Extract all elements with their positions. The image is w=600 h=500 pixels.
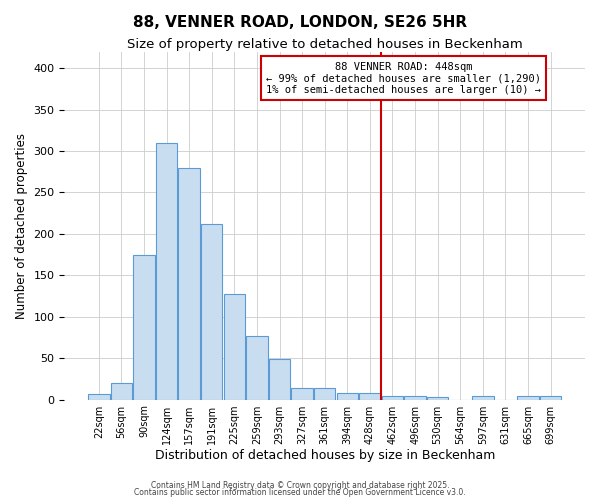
Bar: [359, 393, 380, 400]
Bar: [110, 383, 132, 400]
Text: Contains public sector information licensed under the Open Government Licence v3: Contains public sector information licen…: [134, 488, 466, 497]
Bar: [404, 396, 426, 400]
Y-axis label: Number of detached properties: Number of detached properties: [15, 132, 28, 318]
Bar: [178, 168, 200, 400]
Bar: [201, 224, 223, 400]
Bar: [156, 143, 177, 400]
Bar: [269, 359, 290, 400]
Bar: [88, 394, 110, 400]
Bar: [224, 294, 245, 400]
Title: Size of property relative to detached houses in Beckenham: Size of property relative to detached ho…: [127, 38, 523, 51]
Bar: [337, 393, 358, 400]
Text: Contains HM Land Registry data © Crown copyright and database right 2025.: Contains HM Land Registry data © Crown c…: [151, 480, 449, 490]
Bar: [382, 396, 403, 400]
Bar: [472, 396, 494, 400]
Bar: [540, 396, 562, 400]
Text: 88, VENNER ROAD, LONDON, SE26 5HR: 88, VENNER ROAD, LONDON, SE26 5HR: [133, 15, 467, 30]
Bar: [133, 254, 155, 400]
Bar: [292, 388, 313, 400]
Bar: [427, 397, 448, 400]
Bar: [314, 388, 335, 400]
Bar: [246, 336, 268, 400]
X-axis label: Distribution of detached houses by size in Beckenham: Distribution of detached houses by size …: [155, 450, 495, 462]
Text: 88 VENNER ROAD: 448sqm
← 99% of detached houses are smaller (1,290)
1% of semi-d: 88 VENNER ROAD: 448sqm ← 99% of detached…: [266, 62, 541, 95]
Bar: [517, 396, 539, 400]
